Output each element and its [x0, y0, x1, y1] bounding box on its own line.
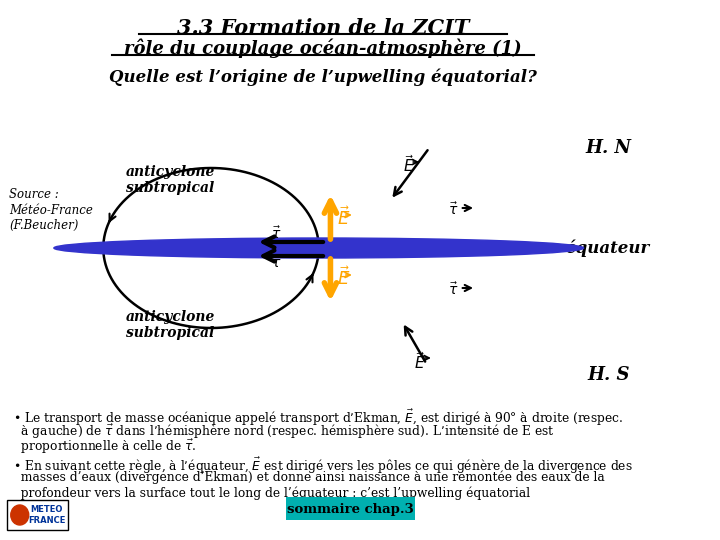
Text: • Le transport de masse océanique appelé transport d’Ekman, $\vec{E}$, est dirig: • Le transport de masse océanique appelé…	[14, 408, 624, 428]
Text: Quelle est l’origine de l’upwelling équatorial?: Quelle est l’origine de l’upwelling équa…	[109, 68, 537, 85]
Text: $\vec{E}$: $\vec{E}$	[402, 154, 415, 176]
Text: équateur: équateur	[566, 239, 650, 256]
Text: Source :
Météo-France
(F.Beucher): Source : Météo-France (F.Beucher)	[9, 188, 93, 232]
Text: $\vec{\tau}$: $\vec{\tau}$	[449, 282, 459, 298]
Text: anticyclone
subtropical: anticyclone subtropical	[126, 165, 215, 195]
Text: $\vec{E}$: $\vec{E}$	[337, 207, 350, 229]
Text: H. S: H. S	[588, 366, 630, 384]
Text: 3.3 Formation de la ZCIT: 3.3 Formation de la ZCIT	[177, 18, 469, 38]
Text: • En suivant cette règle, à l’équateur, $\vec{E}$ est dirigé vers les pôles ce q: • En suivant cette règle, à l’équateur, …	[14, 456, 634, 476]
Text: proportionnelle à celle de $\vec{\tau}$.: proportionnelle à celle de $\vec{\tau}$.	[14, 438, 197, 456]
Text: masses d’eaux (divergence d’Ekman) et donne ainsi naissance à une remontée des e: masses d’eaux (divergence d’Ekman) et do…	[14, 471, 606, 484]
Text: $\vec{\tau}$: $\vec{\tau}$	[449, 201, 459, 218]
Text: profondeur vers la surface tout le long de l’équateur : c’est l’upwelling équato: profondeur vers la surface tout le long …	[14, 486, 531, 500]
Text: sommaire chap.3: sommaire chap.3	[287, 503, 413, 516]
FancyBboxPatch shape	[7, 500, 68, 530]
Text: anticyclone
subtropical: anticyclone subtropical	[126, 310, 215, 340]
Text: rôle du couplage océan-atmosphère (1): rôle du couplage océan-atmosphère (1)	[125, 38, 522, 57]
Text: $\vec{\tau}$: $\vec{\tau}$	[271, 255, 282, 271]
FancyBboxPatch shape	[286, 497, 415, 520]
Circle shape	[11, 505, 29, 525]
Text: H. N: H. N	[586, 139, 632, 157]
Text: METEO
FRANCE: METEO FRANCE	[28, 505, 66, 525]
Text: $\vec{E}$: $\vec{E}$	[337, 267, 350, 289]
Text: à gauche) de $\vec{\tau}$ dans l’hémisphère nord (respec. hémisphère sud). L’int: à gauche) de $\vec{\tau}$ dans l’hémisph…	[14, 423, 555, 441]
Text: $\vec{E}$: $\vec{E}$	[415, 352, 426, 373]
Text: $\vec{\tau}$: $\vec{\tau}$	[271, 226, 282, 242]
Ellipse shape	[54, 238, 584, 258]
